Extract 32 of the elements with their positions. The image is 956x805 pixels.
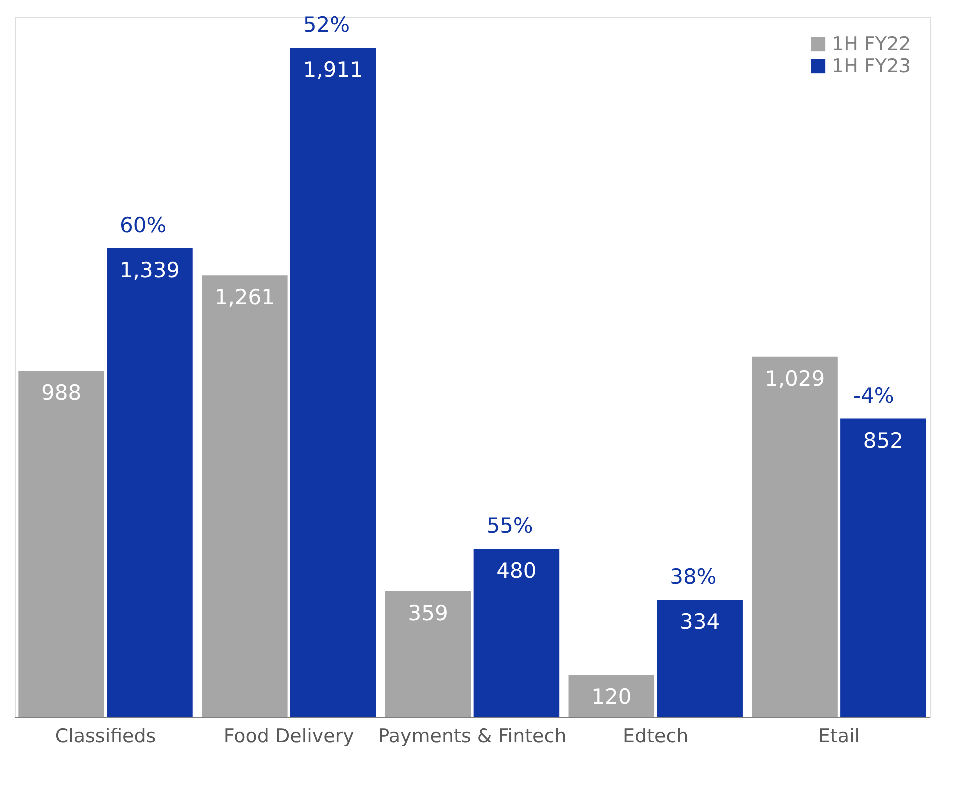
annotation: 52% bbox=[303, 13, 350, 38]
bar bbox=[568, 675, 655, 717]
annotation: 38% bbox=[670, 565, 717, 590]
bar bbox=[840, 418, 926, 717]
x-tick-label: Etail bbox=[818, 726, 860, 748]
bar bbox=[107, 248, 193, 717]
annotation: 60% bbox=[120, 213, 167, 238]
data-label: 334 bbox=[680, 610, 720, 634]
data-label: 1,261 bbox=[214, 286, 275, 310]
annotation: 55% bbox=[486, 514, 534, 538]
bar bbox=[752, 356, 838, 717]
data-label: 480 bbox=[496, 559, 537, 583]
data-label: 1,339 bbox=[120, 258, 180, 282]
annotation: -4% bbox=[853, 384, 894, 408]
bar bbox=[290, 48, 376, 717]
data-label: 1,911 bbox=[303, 58, 364, 82]
x-tick-label: Classifieds bbox=[55, 726, 156, 748]
legend-label: 1H FY23 bbox=[832, 56, 912, 78]
bar bbox=[474, 549, 560, 717]
data-label: 359 bbox=[408, 601, 448, 626]
data-label: 852 bbox=[863, 428, 904, 453]
bar bbox=[18, 371, 104, 717]
legend-label: 1H FY22 bbox=[832, 34, 912, 56]
bar bbox=[657, 600, 743, 717]
data-label: 120 bbox=[592, 685, 632, 709]
bar bbox=[385, 591, 472, 717]
x-tick-label: Payments & Fintech bbox=[378, 726, 567, 748]
bar bbox=[202, 276, 288, 717]
x-tick-label: Edtech bbox=[623, 726, 689, 748]
data-label: 988 bbox=[42, 381, 82, 406]
x-tick-label: Food Delivery bbox=[224, 726, 354, 748]
data-label: 1,029 bbox=[764, 366, 826, 391]
